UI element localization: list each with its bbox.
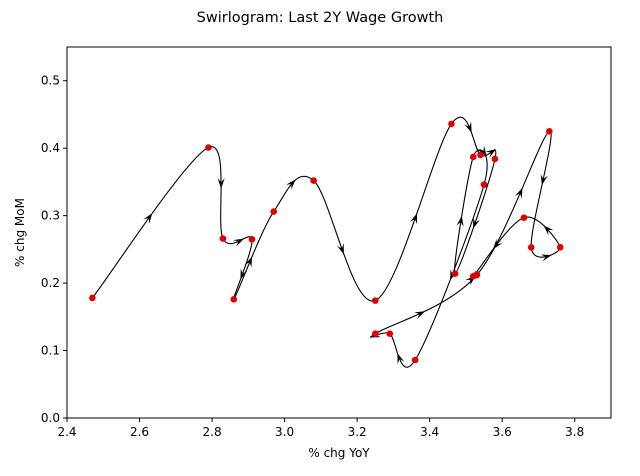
direction-arrow bbox=[485, 148, 497, 158]
x-tick-label: 2.4 bbox=[57, 425, 76, 439]
swirl-segment bbox=[414, 184, 485, 361]
direction-arrow bbox=[464, 121, 472, 133]
x-tick-label: 3.2 bbox=[348, 425, 367, 439]
y-tick-label: 0.3 bbox=[41, 209, 60, 223]
plot-area-frame bbox=[66, 46, 612, 419]
direction-arrow bbox=[456, 215, 464, 227]
data-point bbox=[371, 297, 379, 304]
direction-arrow bbox=[478, 145, 487, 157]
data-point bbox=[371, 330, 379, 337]
y-tick-label: 0.4 bbox=[41, 141, 60, 155]
direction-arrow bbox=[493, 238, 503, 250]
data-point bbox=[230, 295, 238, 303]
direction-arrow bbox=[232, 238, 244, 247]
direction-arrow bbox=[397, 353, 405, 365]
swirl-segment bbox=[233, 211, 275, 300]
data-point bbox=[520, 214, 528, 221]
data-point bbox=[527, 244, 535, 251]
x-tick-label: 3.6 bbox=[493, 425, 512, 439]
data-point bbox=[556, 244, 564, 251]
x-tick-label: 3.8 bbox=[565, 425, 584, 439]
swirl-path bbox=[91, 116, 561, 368]
direction-arrow bbox=[410, 213, 418, 225]
data-point bbox=[89, 294, 96, 302]
x-tick-label: 2.8 bbox=[203, 425, 222, 439]
direction-arrow bbox=[240, 268, 248, 280]
y-tick-label: 0.1 bbox=[41, 344, 60, 358]
direction-arrow bbox=[217, 178, 225, 189]
swirl-segment bbox=[233, 239, 253, 300]
data-point bbox=[477, 151, 484, 159]
data-point bbox=[270, 208, 278, 215]
direction-arrow bbox=[543, 225, 554, 236]
swirl-segment bbox=[523, 216, 561, 248]
direction-arrow bbox=[540, 254, 552, 262]
swirl-segment bbox=[374, 274, 478, 335]
data-point bbox=[205, 144, 212, 151]
y-axis-label: % chg MoM bbox=[13, 198, 27, 267]
swirl-segment bbox=[208, 146, 224, 239]
direction-arrow bbox=[473, 217, 480, 229]
direction-arrow bbox=[244, 256, 253, 268]
chart-title: Swirlogram: Last 2Y Wage Growth bbox=[197, 10, 444, 26]
swirl-segment bbox=[389, 333, 416, 368]
data-point bbox=[451, 270, 459, 277]
direction-arrow bbox=[336, 243, 344, 255]
x-tick-label: 2.6 bbox=[130, 425, 149, 439]
direction-arrow bbox=[515, 187, 523, 199]
axis-ticks: 2.4 2.6 2.8 3.0 3.2 3.4 3.6 3.8 0.0 0.1 0.2 0.3 0.4 0… bbox=[41, 74, 584, 439]
swirl-segment bbox=[375, 123, 452, 302]
data-point bbox=[248, 235, 256, 243]
data-point bbox=[473, 271, 481, 278]
data-point bbox=[310, 177, 317, 184]
swirl-segment bbox=[454, 156, 474, 275]
swirl-segment bbox=[450, 116, 481, 156]
x-axis-label: % chg YoY bbox=[308, 446, 370, 460]
swirl-segment bbox=[91, 147, 209, 299]
y-tick-label: 0.0 bbox=[41, 411, 60, 425]
x-tick-label: 3.4 bbox=[420, 425, 439, 439]
direction-arrow bbox=[143, 212, 153, 224]
y-tick-label: 0.2 bbox=[41, 276, 60, 290]
data-point bbox=[386, 330, 394, 337]
direction-arrow bbox=[285, 179, 296, 190]
swirl-segment bbox=[472, 217, 525, 277]
swirl-segment bbox=[313, 180, 376, 302]
swirl-segment bbox=[454, 158, 496, 275]
data-point bbox=[448, 120, 455, 128]
data-points bbox=[89, 120, 564, 364]
y-tick-label: 0.5 bbox=[41, 74, 60, 88]
data-point bbox=[480, 181, 488, 188]
data-point bbox=[546, 128, 553, 135]
direction-arrow bbox=[414, 311, 426, 319]
data-point bbox=[219, 235, 227, 242]
data-point bbox=[469, 153, 477, 161]
data-point bbox=[411, 356, 419, 364]
x-tick-label: 3.0 bbox=[275, 425, 294, 439]
data-point bbox=[491, 155, 499, 163]
direction-arrow bbox=[540, 174, 548, 186]
